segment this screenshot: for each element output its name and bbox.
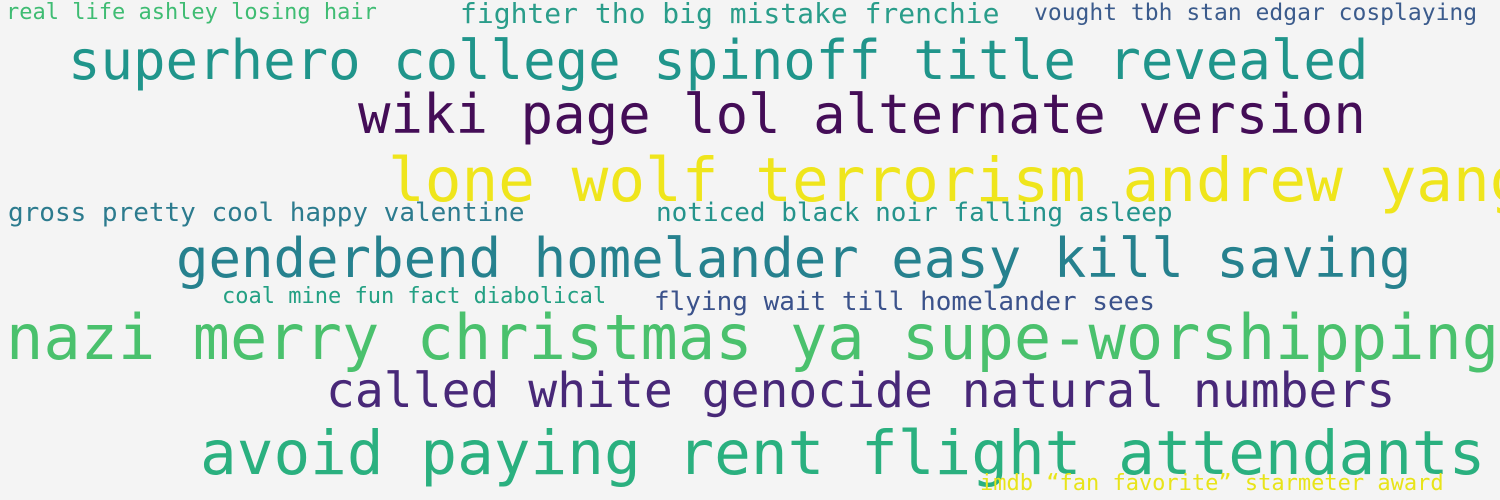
phrase-11: nazi merry christmas ya supe-worshipping (6, 301, 1500, 374)
phrase-2: vought tbh stan edgar cosplaying (1034, 0, 1478, 26)
phrase-3: superhero college spinoff title revealed (68, 29, 1369, 92)
phrase-13: avoid paying rent flight attendants (200, 418, 1486, 489)
phrase-9: coal mine fun fact diabolical (222, 284, 607, 309)
phrase-5: lone wolf terrorism andrew yang (388, 145, 1500, 216)
phrase-14: imdb “fan favorite” starmeter award (980, 471, 1444, 496)
phrase-6: gross pretty cool happy valentine (8, 198, 525, 228)
phrase-12: called white genocide natural numbers (326, 363, 1396, 419)
phrase-0: real life ashley losing hair (6, 0, 377, 25)
phrase-4: wiki page lol alternate version (358, 83, 1366, 146)
phrase-7: noticed black noir falling asleep (656, 198, 1173, 228)
phrase-8: genderbend homelander easy kill saving (176, 227, 1412, 290)
phrase-1: fighter tho big mistake frenchie (460, 0, 1000, 30)
phrase-10: flying wait till homelander sees (654, 287, 1155, 317)
